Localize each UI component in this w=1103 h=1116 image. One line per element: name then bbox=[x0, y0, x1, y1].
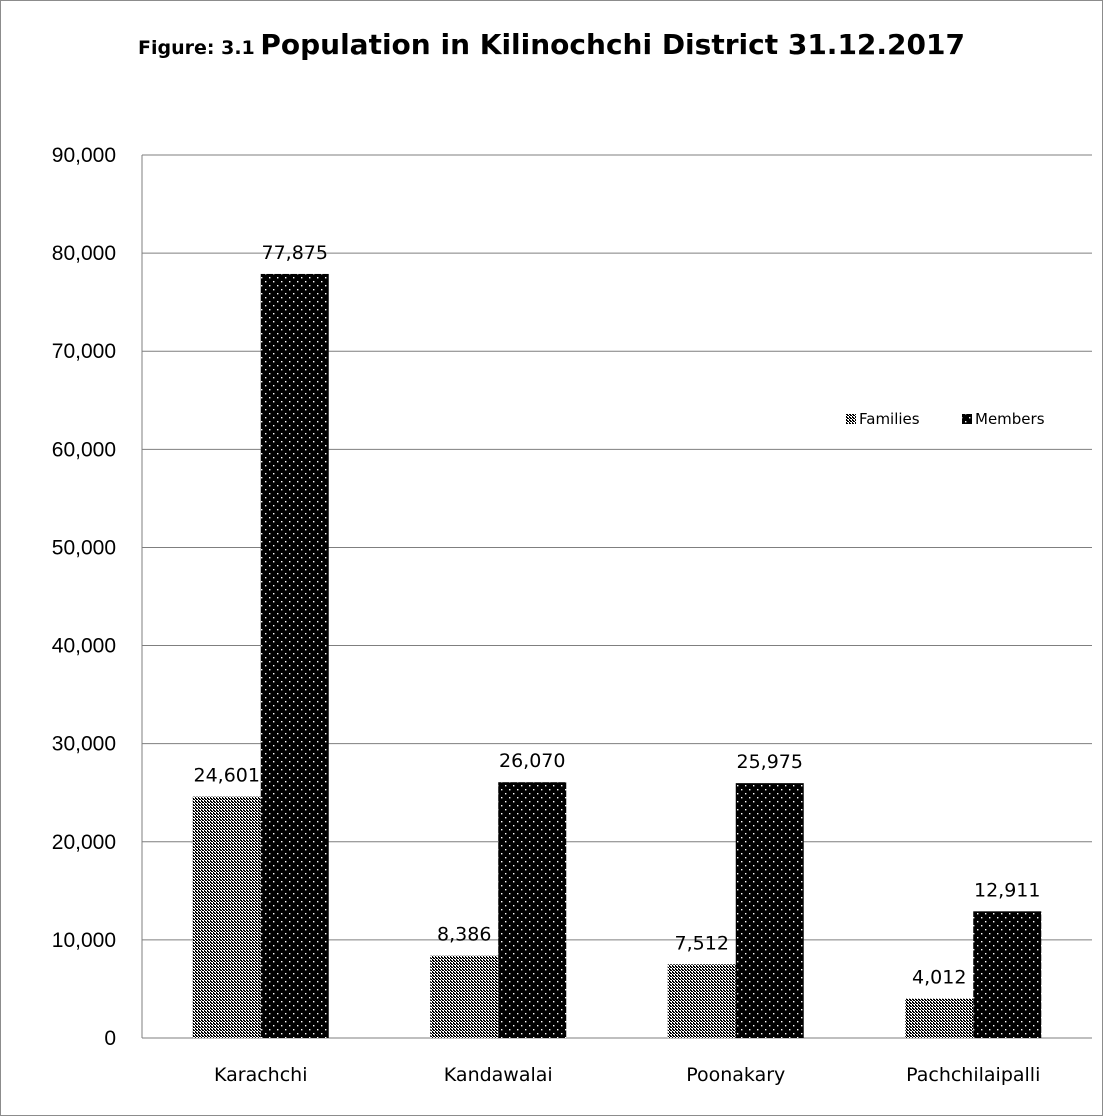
y-tick-label: 20,000 bbox=[52, 831, 116, 854]
y-tick-label: 0 bbox=[104, 1027, 116, 1050]
y-tick-label: 50,000 bbox=[52, 536, 116, 559]
bar-members-poonakary bbox=[735, 783, 804, 1038]
data-label: 7,512 bbox=[675, 932, 729, 954]
legend-swatch-members bbox=[962, 414, 972, 424]
bar-members-karachchi bbox=[260, 273, 329, 1038]
bar-members-pachchilaipalli bbox=[973, 911, 1042, 1038]
data-labels: 24,601 77,875 8,386 26,070 7,512 25,975 4,012 1… bbox=[194, 242, 1041, 989]
legend-label-families: Families bbox=[859, 410, 920, 428]
y-tick-label: 70,000 bbox=[52, 340, 116, 363]
bars bbox=[192, 273, 1042, 1038]
bar-families-poonakary bbox=[667, 964, 736, 1038]
category-label: Kandawalai bbox=[444, 1064, 553, 1086]
y-axis-ticks: 0 10,000 20,000 30,000 40,000 50,000 60,000 70,… bbox=[52, 144, 116, 1050]
data-label: 8,386 bbox=[437, 924, 491, 946]
y-tick-label: 80,000 bbox=[52, 242, 116, 265]
bar-families-karachchi bbox=[192, 796, 261, 1038]
chart-title-text: Population in Kilinochchi District 31.12… bbox=[260, 28, 965, 61]
x-axis-categories: Karachchi Kandawalai Poonakary Pachchilaipa… bbox=[214, 1064, 1040, 1086]
category-label: Karachchi bbox=[214, 1064, 307, 1086]
legend-swatch-families bbox=[846, 414, 856, 424]
bar-members-kandawalai bbox=[498, 782, 567, 1038]
y-tick-label: 40,000 bbox=[52, 635, 116, 658]
y-tick-label: 60,000 bbox=[52, 438, 116, 461]
bar-families-pachchilaipalli bbox=[905, 998, 974, 1038]
category-label: Poonakary bbox=[686, 1064, 785, 1086]
data-label: 26,070 bbox=[499, 750, 565, 772]
data-label: 4,012 bbox=[912, 967, 966, 989]
y-tick-label: 30,000 bbox=[52, 733, 116, 756]
y-tick-label: 90,000 bbox=[52, 144, 116, 167]
y-tick-label: 10,000 bbox=[52, 929, 116, 952]
legend-label-members: Members bbox=[975, 410, 1045, 428]
figure-number: Figure: 3.1 bbox=[138, 37, 255, 59]
data-label: 24,601 bbox=[194, 765, 260, 787]
chart-title: Figure: 3.1 Population in Kilinochchi Di… bbox=[0, 28, 1103, 61]
data-label: 12,911 bbox=[974, 879, 1040, 901]
data-label: 25,975 bbox=[737, 751, 803, 773]
legend: Families Members bbox=[846, 410, 1045, 428]
bar-families-kandawalai bbox=[430, 955, 499, 1038]
category-label: Pachchilaipalli bbox=[906, 1064, 1040, 1086]
data-label: 77,875 bbox=[262, 242, 328, 264]
